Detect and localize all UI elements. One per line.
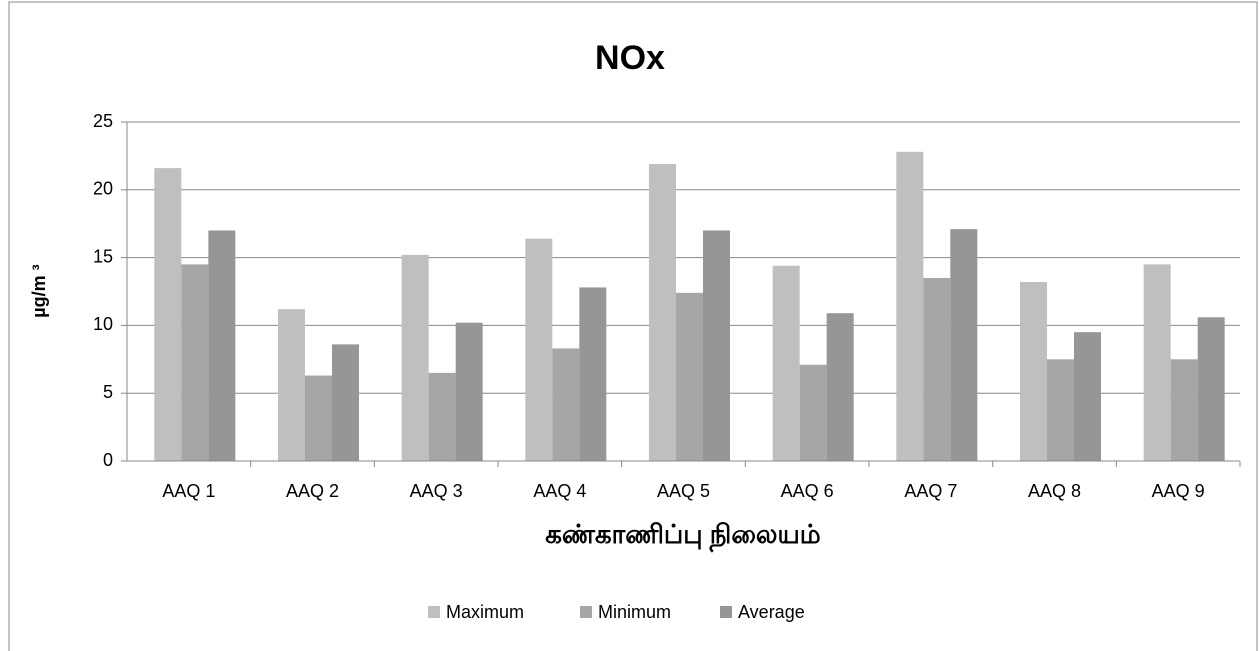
bar — [950, 229, 978, 461]
y-axis-label: µg/m ³ — [29, 264, 49, 317]
bar — [525, 238, 553, 461]
bar — [428, 372, 456, 461]
bar — [826, 313, 854, 461]
bar — [552, 348, 580, 461]
legend-swatch — [428, 606, 440, 618]
y-tick-label: 10 — [93, 314, 113, 334]
x-tick-label: AAQ 1 — [162, 481, 215, 501]
bar — [703, 230, 730, 461]
bar — [181, 264, 209, 461]
x-tick-label: AAQ 3 — [410, 481, 463, 501]
bar — [923, 277, 951, 461]
bar — [208, 230, 236, 461]
y-tick-label: 25 — [93, 111, 113, 131]
x-tick-label: AAQ 2 — [286, 481, 339, 501]
bar — [1020, 282, 1047, 461]
bar — [455, 322, 483, 461]
legend-label: Average — [738, 602, 805, 622]
x-tick-label: AAQ 9 — [1152, 481, 1205, 501]
x-tick-label: AAQ 7 — [904, 481, 957, 501]
x-axis-label: கண்காணிப்பு நிலையம் — [545, 519, 820, 553]
bar — [1143, 264, 1171, 461]
bar — [649, 164, 676, 461]
x-tick-label: AAQ 5 — [657, 481, 710, 501]
legend-swatch — [580, 606, 592, 618]
y-tick-label: 20 — [93, 179, 113, 199]
x-tick-label: AAQ 4 — [533, 481, 586, 501]
bar — [154, 168, 182, 461]
bar — [278, 309, 305, 461]
bar — [1197, 317, 1225, 461]
bar — [676, 292, 703, 461]
chart-border — [8, 1, 1258, 651]
y-tick-label: 15 — [93, 246, 113, 266]
bar — [772, 265, 800, 461]
bar — [579, 287, 607, 461]
bar — [1170, 359, 1198, 461]
legend-swatch — [720, 606, 732, 618]
legend-label: Minimum — [598, 602, 671, 622]
bar — [305, 375, 332, 461]
x-tick-label: AAQ 8 — [1028, 481, 1081, 501]
bar — [799, 364, 827, 461]
bar — [1047, 359, 1074, 461]
bar — [332, 344, 359, 461]
bar — [896, 151, 924, 461]
bar — [1074, 332, 1101, 461]
y-tick-label: 5 — [103, 382, 113, 402]
legend-label: Maximum — [446, 602, 524, 622]
x-tick-label: AAQ 6 — [781, 481, 834, 501]
chart-title: NOx — [595, 39, 665, 77]
y-tick-label: 0 — [103, 450, 113, 470]
bar — [401, 254, 429, 461]
